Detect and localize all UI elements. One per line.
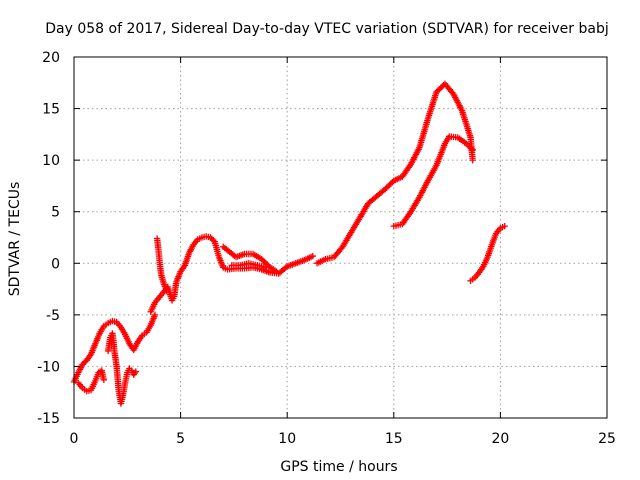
data-point — [469, 156, 476, 164]
y-tick-label: -10 — [37, 359, 60, 375]
y-tick-label: 0 — [51, 256, 60, 272]
x-axis-label: GPS time / hours — [280, 459, 397, 475]
data-point — [309, 252, 316, 260]
y-tick-label: 5 — [51, 205, 60, 221]
y-tick-label: 10 — [42, 153, 60, 169]
x-tick-label: 10 — [278, 431, 296, 447]
x-tick-label: 15 — [385, 431, 403, 447]
x-tick-label: 20 — [491, 431, 509, 447]
y-tick-label: -15 — [37, 411, 60, 427]
y-tick-label: 20 — [42, 50, 60, 66]
x-tick-labels: 0 5 10 15 20 25 — [70, 431, 616, 447]
data-points — [70, 80, 508, 407]
x-tick-label: 0 — [70, 431, 79, 447]
y-tick-label: -5 — [46, 308, 60, 324]
data-point — [501, 222, 508, 230]
plot-frame — [73, 56, 608, 419]
data-point — [273, 268, 280, 275]
x-tick-label: 25 — [598, 431, 616, 447]
x-tick-label: 5 — [176, 431, 185, 447]
data-point — [262, 264, 270, 271]
y-tick-label: 15 — [42, 102, 60, 118]
y-axis-label: SDTVAR / TECUs — [7, 182, 23, 297]
y-tick-labels: -15 -10 -5 0 5 10 15 20 — [37, 50, 60, 427]
data-point-interp — [210, 237, 217, 244]
chart-title: Day 058 of 2017, Sidereal Day-to-day VTE… — [45, 21, 608, 37]
data-point — [132, 368, 140, 375]
grid — [74, 57, 607, 418]
data-point — [151, 311, 159, 319]
data-point — [469, 146, 476, 154]
tick-marks — [73, 56, 608, 419]
data-point — [100, 376, 108, 384]
